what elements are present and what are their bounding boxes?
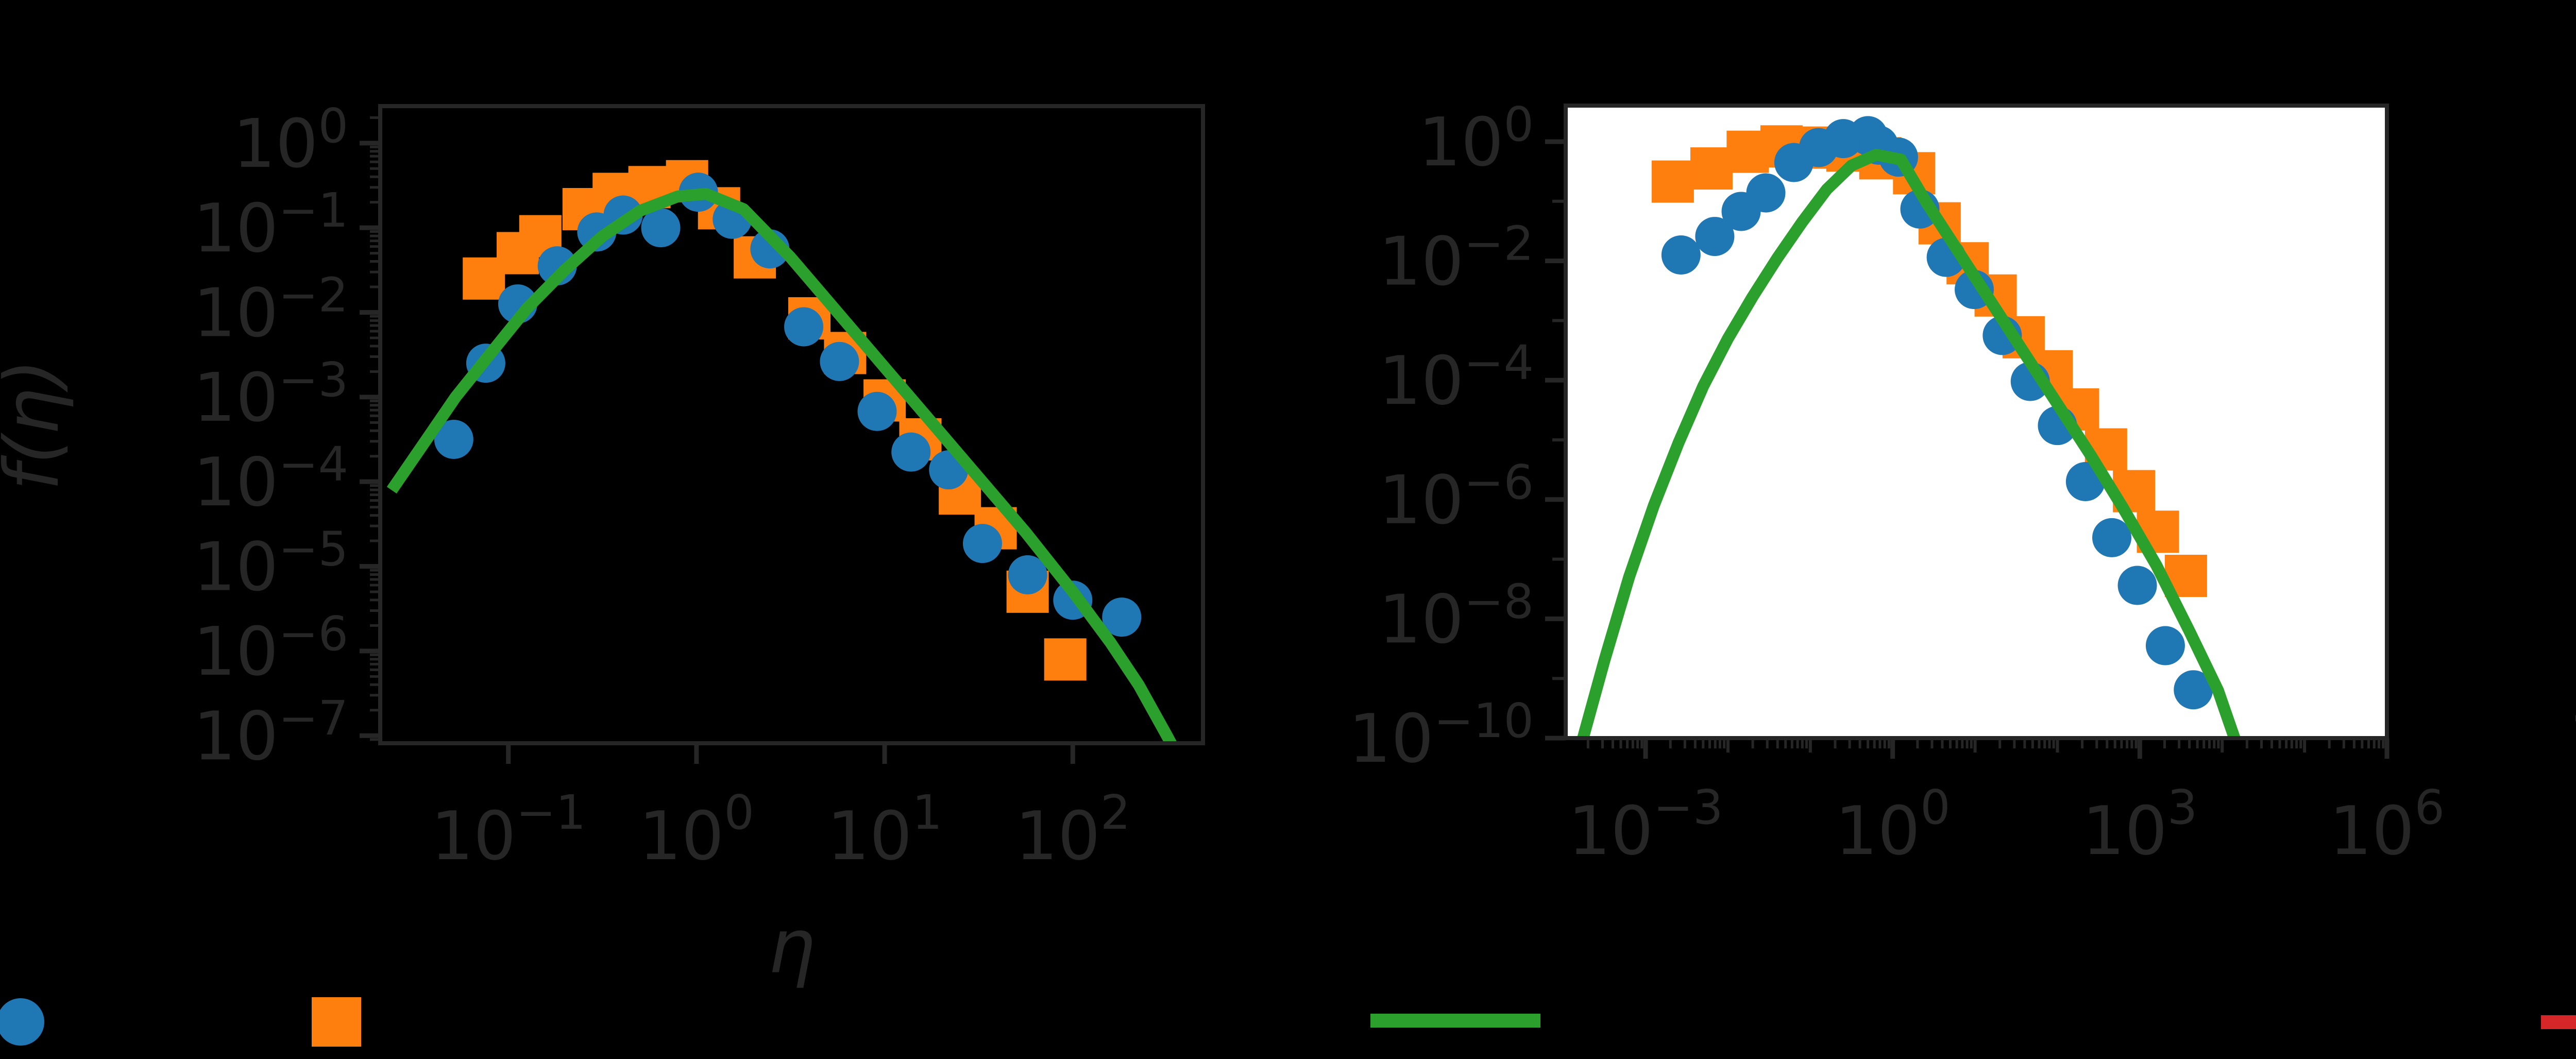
legend-marker-solid-line-icon <box>1370 1014 1540 1028</box>
panel-3-y-tick-label: 10−10 <box>2568 693 2576 778</box>
panel-2-facecolor <box>1566 106 2387 738</box>
panel-2-y-tick-label: 10−2 <box>1379 216 1534 301</box>
panel-1-data-area <box>386 160 1178 743</box>
panel-1-x-tick-label: 100 <box>639 785 754 875</box>
panel-2-x-tick-label: 106 <box>2329 780 2445 869</box>
panel-1-y-tick-label: 10−2 <box>193 268 348 352</box>
panel-2-y-tick-label: 10−4 <box>1379 335 1534 420</box>
panel-1-axes: 10−1 100 101 10210010−110−210−310−410−510−6… <box>0 98 1205 990</box>
panel-2-axes: 10−3 100 103 106 100 10−2 10−4 10−6 10−8 10−10 <box>1348 97 2445 870</box>
panel-1-green-fit-line <box>386 187 1178 743</box>
panel-1-spines <box>378 104 1205 745</box>
panel-1-y-tick-label: 10−4 <box>193 437 348 521</box>
legend-marker-circle-icon <box>0 998 44 1046</box>
legend-red-dash-segment <box>2541 1015 2576 1029</box>
panel-2-y-tick-label: 10−6 <box>1379 455 1534 539</box>
panel-1-y-tick-label: 10−7 <box>193 691 348 775</box>
panel-1-y-tick-label: 10−6 <box>193 606 348 691</box>
panel-1-y-tick-label: 10−1 <box>193 183 348 267</box>
panel-2-x-tick-label: 10−3 <box>1568 780 1723 869</box>
panel-2-x-tick-label: 100 <box>1835 780 1951 869</box>
panel-1-y-tick-label: 10−5 <box>193 522 348 606</box>
panel-2-x-tick-label: 103 <box>2082 780 2197 869</box>
panel-1-x-tick-label: 101 <box>827 785 942 875</box>
panel-2-blue-circles <box>1661 116 2213 710</box>
panel-1-y-tick-label: 100 <box>233 98 348 183</box>
panel-2-y-tick-label: 10−8 <box>1379 574 1534 658</box>
panel-1-y-tick-label: 10−3 <box>193 352 348 437</box>
panel-1-xlabel: η <box>768 903 816 990</box>
panel-1-blue-circles <box>434 173 1142 637</box>
panel-2-data-area <box>1577 116 2241 738</box>
panel-1-x-tick-label: 102 <box>1015 785 1130 875</box>
panel-2-y-tick-label: 10−10 <box>1348 693 1534 778</box>
panel-1-ylabel: f(η) <box>0 358 76 490</box>
legend-marker-square-icon <box>312 997 361 1047</box>
legend-marker-dashed-line-icon <box>2541 1015 2576 1029</box>
panel-2-green-fit-line <box>1577 148 2241 738</box>
panel-2-y-tick-label: 100 <box>1418 97 1534 181</box>
panel-1-x-tick-label: 10−1 <box>431 785 586 875</box>
